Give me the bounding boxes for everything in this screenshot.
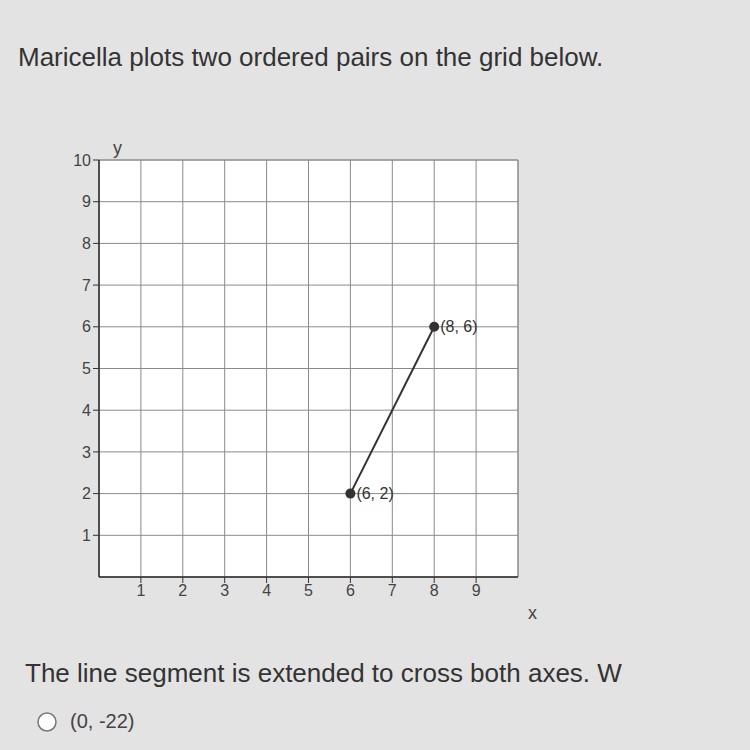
svg-text:(8, 6): (8, 6) [440,318,477,335]
svg-text:(6, 2): (6, 2) [356,485,393,502]
svg-text:10: 10 [73,152,91,169]
svg-text:9: 9 [472,582,481,599]
svg-text:3: 3 [220,582,229,599]
svg-text:6: 6 [346,582,355,599]
svg-text:2: 2 [82,485,91,502]
svg-text:5: 5 [82,360,91,377]
html-text:x: x [528,603,537,623]
html-text:(0, -22): (0, -22) [70,710,135,732]
svg-text:4: 4 [262,582,271,599]
svg-text:7: 7 [82,277,91,294]
html-text:y: y [113,138,122,158]
svg-text:4: 4 [82,402,91,419]
svg-text:8: 8 [430,582,439,599]
svg-text:1: 1 [136,582,145,599]
svg-text:2: 2 [178,582,187,599]
html-text:The line segment is extended t: The line segment is extended to cross bo… [25,658,622,688]
svg-text:6: 6 [82,318,91,335]
svg-text:1: 1 [82,527,91,544]
html-text:Maricella plots two ordered pa: Maricella plots two ordered pairs on the… [18,42,604,72]
svg-text:9: 9 [82,193,91,210]
svg-text:7: 7 [388,582,397,599]
svg-text:8: 8 [82,235,91,252]
svg-text:5: 5 [304,582,313,599]
svg-text:3: 3 [82,444,91,461]
